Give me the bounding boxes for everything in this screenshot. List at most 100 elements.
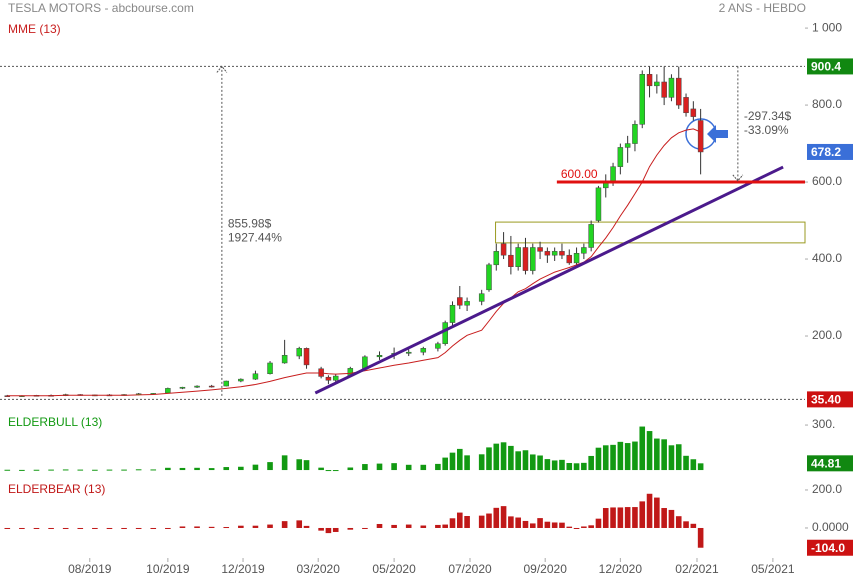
bar — [537, 455, 543, 471]
measure-arrow — [216, 65, 228, 73]
bar — [566, 463, 573, 471]
candle-body — [449, 304, 456, 323]
value-box — [807, 391, 853, 408]
candle-body — [646, 74, 653, 87]
value-box-label: 35.40 — [811, 393, 841, 407]
bar — [581, 462, 587, 471]
bar — [566, 526, 573, 528]
bar — [654, 438, 660, 471]
bar — [617, 507, 624, 528]
bar — [588, 455, 594, 471]
bar — [683, 455, 689, 471]
x-tick-label: 05/2020 — [372, 562, 416, 576]
y-tick-label: 600.0 — [812, 174, 842, 188]
x-tick-label: 09/2020 — [523, 562, 567, 576]
bar — [252, 464, 259, 471]
bar — [624, 507, 631, 528]
bar — [48, 469, 54, 471]
bar — [347, 467, 354, 471]
measure-amount: -297.34$ — [744, 109, 792, 123]
value-box-label: 900.4 — [811, 60, 841, 74]
candle-body — [435, 343, 441, 349]
bar — [610, 507, 616, 528]
x-tick-label: 10/2019 — [146, 562, 190, 576]
bar — [252, 525, 259, 528]
value-box-label: 44.81 — [811, 457, 841, 471]
level-label: 600.00 — [561, 167, 598, 181]
candle-body — [697, 120, 704, 153]
bar — [150, 527, 157, 529]
bar — [121, 469, 127, 471]
bar — [77, 469, 84, 471]
value-box — [807, 58, 853, 75]
candle-body — [690, 108, 697, 117]
candle-body — [632, 124, 638, 144]
bar — [303, 525, 310, 528]
bar — [544, 521, 551, 528]
bar — [654, 497, 660, 528]
bar — [33, 527, 40, 529]
value-box — [807, 539, 853, 556]
bar — [325, 470, 332, 472]
bar — [646, 431, 653, 471]
candle-body — [544, 251, 551, 256]
bar — [332, 470, 339, 472]
bar — [551, 522, 558, 528]
bar — [33, 469, 40, 471]
y-tick-label: 200.0 — [812, 482, 842, 496]
candle-body — [238, 378, 244, 382]
candle-body — [595, 187, 602, 221]
bar — [559, 459, 565, 471]
bar — [62, 527, 69, 529]
bar — [106, 469, 113, 471]
candle-body — [420, 348, 427, 353]
bar — [690, 459, 697, 471]
bar — [464, 455, 470, 471]
measure-arrow — [732, 174, 744, 182]
candle-body — [508, 254, 514, 267]
bar — [223, 467, 230, 471]
bar — [522, 520, 529, 528]
candle-body — [303, 348, 310, 366]
bar — [595, 518, 602, 528]
bar — [332, 527, 339, 532]
bar — [391, 524, 397, 528]
candle-body — [493, 251, 500, 266]
candle-body — [252, 373, 259, 380]
bar — [668, 509, 675, 528]
candle-body — [515, 247, 521, 267]
bar — [529, 454, 536, 471]
bar — [318, 467, 324, 471]
bar — [62, 469, 69, 471]
bar — [318, 527, 324, 531]
bar — [508, 516, 514, 528]
candle-body — [683, 97, 689, 114]
bar — [296, 520, 303, 528]
period: 2 ANS - HEBDO — [719, 1, 806, 15]
bull-title: ELDERBULL (13) — [8, 415, 102, 429]
bar — [165, 527, 171, 529]
bar — [675, 516, 682, 528]
bar — [376, 463, 383, 471]
measure-percent: 1927.44% — [228, 230, 282, 244]
candle-body — [281, 355, 288, 364]
bar — [639, 501, 646, 528]
candle-body — [442, 322, 448, 344]
bar — [362, 527, 368, 529]
bar — [4, 527, 11, 529]
bar — [179, 467, 186, 471]
candle-body — [332, 375, 339, 381]
bar — [92, 469, 98, 471]
candle-body — [654, 81, 660, 87]
bar — [697, 463, 704, 471]
y-tick-label: 400.0 — [812, 251, 842, 265]
bar — [376, 523, 383, 528]
bar — [77, 527, 84, 529]
bar — [668, 445, 675, 471]
bar — [391, 463, 397, 471]
candle-body — [194, 385, 200, 388]
x-tick-label: 12/2019 — [221, 562, 265, 576]
candle-body — [639, 74, 645, 125]
bar — [135, 469, 142, 471]
